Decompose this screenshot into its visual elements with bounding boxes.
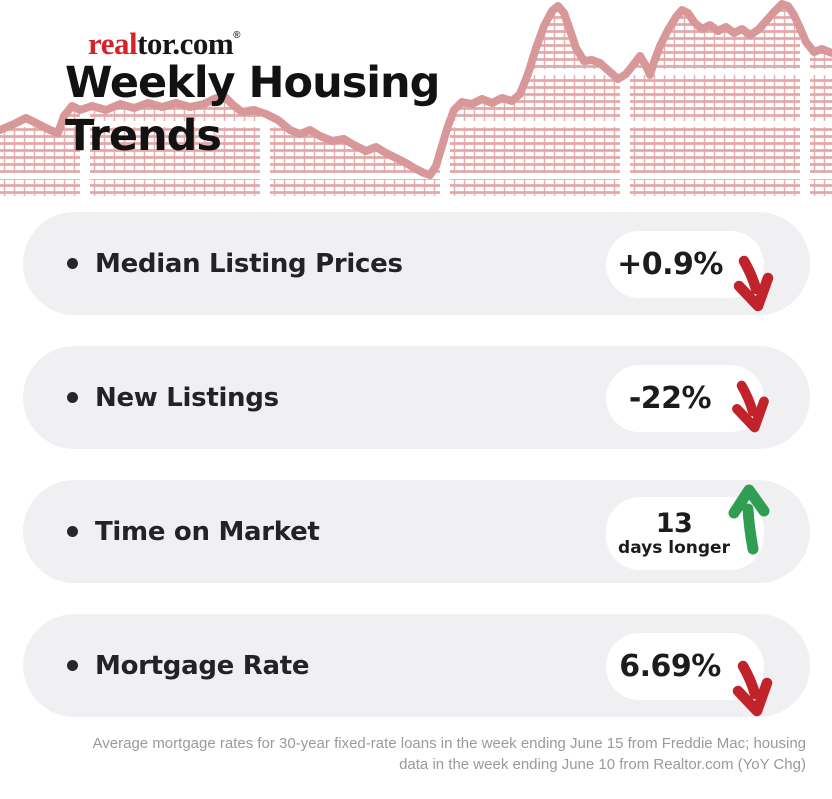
skyline-sketch-illustration (0, 0, 832, 196)
stat-row-mortgage-rate: Mortgage Rate 6.69% (23, 614, 810, 717)
trend-down-arrow-icon (732, 660, 773, 717)
stat-value-sub: days longer (618, 538, 730, 558)
stat-row-time-on-market: Time on Market 13 days longer (23, 480, 810, 583)
stat-label: Median Listing Prices (95, 248, 403, 279)
trend-down-arrow-icon (732, 380, 769, 433)
stat-value: 6.69% (619, 649, 721, 684)
value-pill: -22% (606, 365, 764, 432)
brand-logo-prefix: real (88, 26, 138, 61)
stat-label: Time on Market (95, 516, 320, 547)
bullet-icon (67, 660, 78, 671)
brand-logo-suffix: tor.com (137, 26, 234, 61)
footnote-line1: Average mortgage rates for 30-year fixed… (92, 735, 806, 752)
trend-up-arrow-icon (728, 484, 770, 555)
bullet-icon (67, 258, 78, 269)
stat-row-new-listings: New Listings -22% (23, 346, 810, 449)
stat-value: +0.9% (617, 247, 723, 282)
skyline-grid-gaps (0, 0, 832, 196)
registered-trademark-icon: ® (233, 30, 241, 41)
stat-label: Mortgage Rate (95, 650, 310, 681)
stat-value: -22% (628, 381, 712, 416)
stat-label: New Listings (95, 382, 279, 413)
page-title-line2: Trends (65, 111, 222, 161)
page-title-line1: Weekly Housing (65, 58, 440, 108)
page-title: Weekly Housing Trends (65, 57, 440, 163)
bullet-icon (67, 392, 78, 403)
footnote: Average mortgage rates for 30-year fixed… (0, 733, 806, 775)
stat-row-median-listing-prices: Median Listing Prices +0.9% (23, 212, 810, 315)
brand-logo: realtor.com® (88, 26, 241, 62)
stat-value: 13 (655, 508, 693, 539)
trend-down-arrow-icon (733, 255, 774, 312)
footnote-line2: data in the week ending June 10 from Rea… (399, 756, 806, 773)
bullet-icon (67, 526, 78, 537)
